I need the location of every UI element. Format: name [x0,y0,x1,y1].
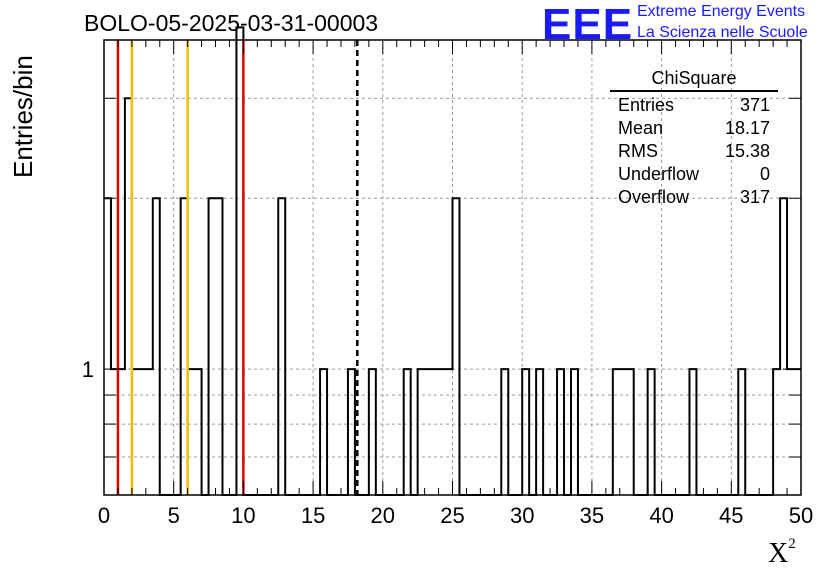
stats-value: 15.38 [724,141,770,161]
x-tick-label: 10 [231,503,255,528]
stats-box: ChiSquare Entries 371 Mean 18.17 RMS 15.38 … [610,68,778,209]
stats-label: Mean [618,118,664,138]
histogram-bin [522,369,529,495]
logo-line-2: La Scienza nelle Scuole [637,24,808,41]
stats-row-rms: RMS 15.38 [612,140,778,163]
histogram-bin [104,198,111,495]
stats-value: 18.17 [724,118,770,138]
x-tick-label: 15 [301,503,325,528]
stats-row-underflow: Underflow 0 [612,163,778,186]
x-axis-label: X2 [768,536,796,570]
histogram-bin [348,369,355,495]
histogram-bin [571,369,578,495]
histogram-bin [536,369,543,495]
y-tick-label: 1 [82,357,94,382]
stats-row-entries: Entries 371 [612,94,778,117]
x-tick-label: 30 [510,503,534,528]
histogram-bin [139,369,146,495]
stats-row-overflow: Overflow 317 [612,186,778,209]
histogram-bin [418,369,425,495]
eee-logo: EEE [542,0,634,49]
x-tick-label: 5 [168,503,180,528]
stats-label: Underflow [618,164,700,184]
x-tick-label: 50 [789,503,813,528]
stats-box-title: ChiSquare [610,68,778,92]
stats-label: Overflow [618,187,690,207]
histogram-bin [146,369,153,495]
histogram-bin [648,369,655,495]
stats-label: Entries [618,95,675,115]
y-axis-label: Entries/bin [8,55,38,178]
histogram-bin [278,198,285,495]
x-tick-label: 35 [580,503,604,528]
histogram-bin [153,198,160,495]
x-tick-label: 45 [719,503,743,528]
histogram-bin [689,369,696,495]
x-tick-label: 20 [371,503,395,528]
histogram-bin [620,369,627,495]
histogram-bin [787,369,794,495]
histogram-bin [627,369,634,495]
histogram-bin [439,369,446,495]
x-axis-label-superscript: 2 [788,536,796,552]
histogram-bin [738,369,745,495]
histogram-bin [216,198,223,495]
x-axis-label-base: X [768,538,789,569]
histogram-bin [446,369,453,495]
histogram-bin [773,369,780,495]
stats-label: RMS [618,141,658,161]
histogram-bin [195,369,202,495]
histogram-bin [320,369,327,495]
histogram-bin [794,369,801,495]
histogram-bin [453,198,460,495]
histogram-bin [557,369,564,495]
histogram-bin [780,198,787,495]
logo-line-1: Extreme Energy Events [637,3,806,20]
histogram-bin [209,198,216,495]
x-tick-label: 0 [98,503,110,528]
stats-value: 0 [759,164,770,184]
stats-value: 371 [739,95,770,115]
chart-title: BOLO-05-2025-03-31-00003 [84,10,379,36]
stats-row-mean: Mean 18.17 [612,117,778,140]
histogram-bin [369,369,376,495]
histogram-bin [404,369,411,495]
histogram-bin [501,369,508,495]
x-tick-label: 25 [440,503,464,528]
histogram-bin [425,369,432,495]
stats-value: 317 [739,187,770,207]
histogram-bin [613,369,620,495]
x-tick-label: 40 [649,503,673,528]
histogram-bin [432,369,439,495]
